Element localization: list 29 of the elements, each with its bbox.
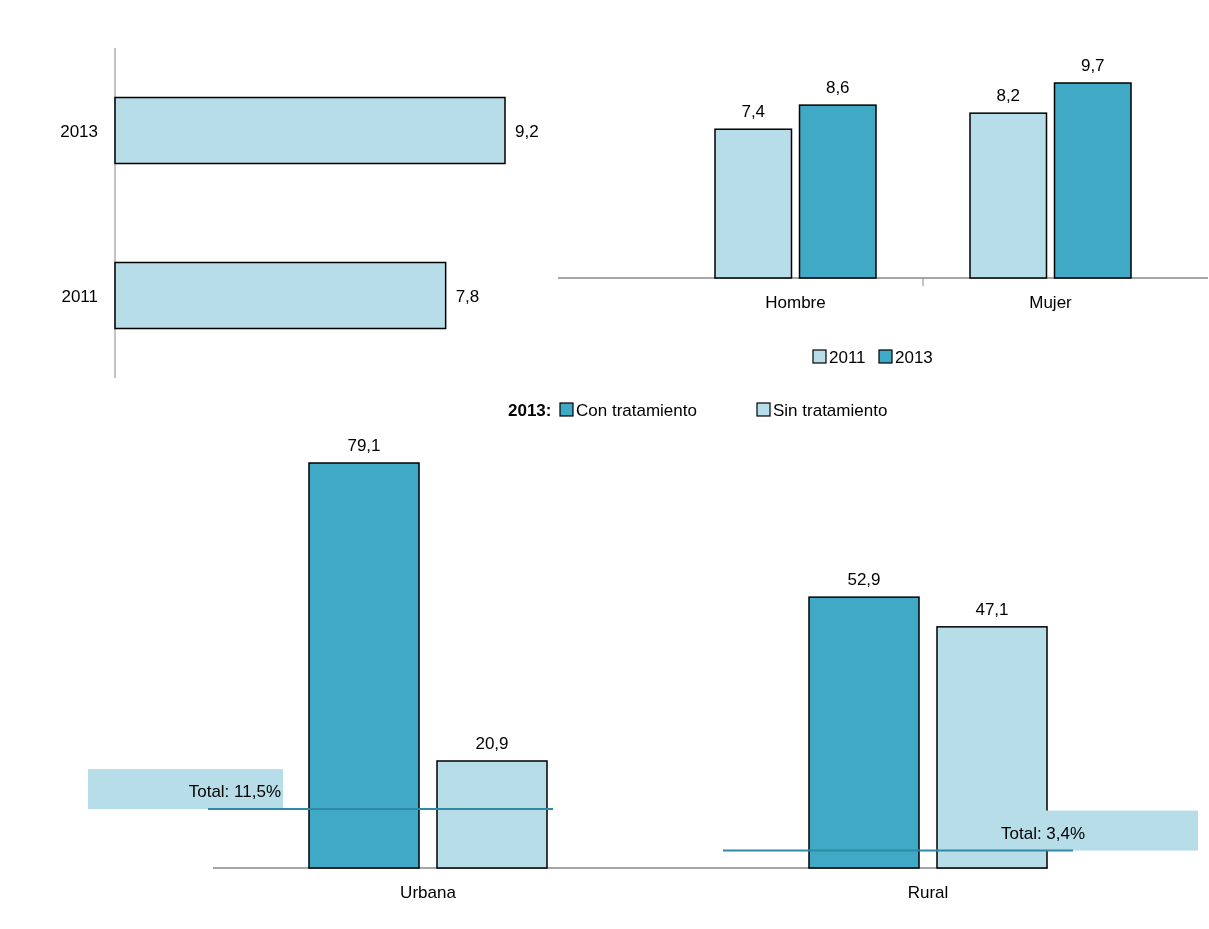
bar xyxy=(308,462,420,869)
bar xyxy=(436,760,548,869)
legend-label: 2013 xyxy=(895,348,933,367)
bar xyxy=(969,112,1048,279)
legend-label: Sin tratamiento xyxy=(773,401,888,420)
data-label: 9,2 xyxy=(515,121,539,141)
bar xyxy=(936,626,1048,869)
bar xyxy=(808,596,920,869)
data-label: 7,4 xyxy=(741,102,766,122)
x-tick-label: Mujer xyxy=(1029,293,1073,312)
data-label: 9,7 xyxy=(1080,56,1105,75)
legend-title: 2013: xyxy=(508,401,552,420)
x-tick-label: Urbana xyxy=(400,883,457,902)
data-label: 79,1 xyxy=(347,436,381,455)
legend-label: 2011 xyxy=(829,348,866,367)
data-label: 52,9 xyxy=(847,570,881,590)
x-tick-label: Hombre xyxy=(765,293,826,312)
ref-line-label: Total: 3,4% xyxy=(1001,823,1086,843)
ref-line-label: Total: 11,5% xyxy=(188,782,281,802)
data-label: 20,9 xyxy=(475,733,509,753)
legend-label: Con tratamiento xyxy=(576,401,697,420)
data-label: 47,1 xyxy=(975,599,1009,619)
data-label: 8,2 xyxy=(996,86,1021,106)
bar xyxy=(714,128,793,279)
bar xyxy=(1053,82,1132,279)
data-label: 8,6 xyxy=(825,78,850,98)
bar xyxy=(798,104,877,279)
data-label: 7,8 xyxy=(455,286,480,306)
x-tick-label: Rural xyxy=(907,883,949,902)
